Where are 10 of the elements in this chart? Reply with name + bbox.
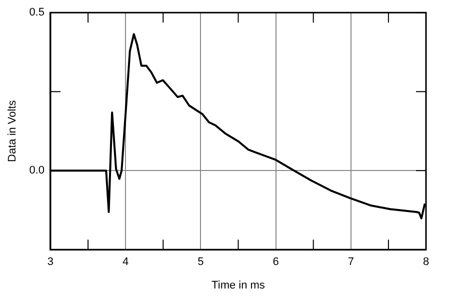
x-tick-label: 8 <box>422 256 430 268</box>
x-tick-label: 7 <box>348 256 354 268</box>
x-tick-label: 6 <box>272 256 279 268</box>
x-tick-label: 3 <box>47 256 54 268</box>
y-tick-label: 0.0 <box>29 164 44 177</box>
x-tick-label: 5 <box>198 256 204 268</box>
y-axis-title: Data in Volts <box>6 100 19 162</box>
x-axis-title: Time in ms <box>212 279 266 292</box>
x-tick-label: 4 <box>122 256 129 268</box>
y-tick-label: 0.5 <box>29 6 44 19</box>
